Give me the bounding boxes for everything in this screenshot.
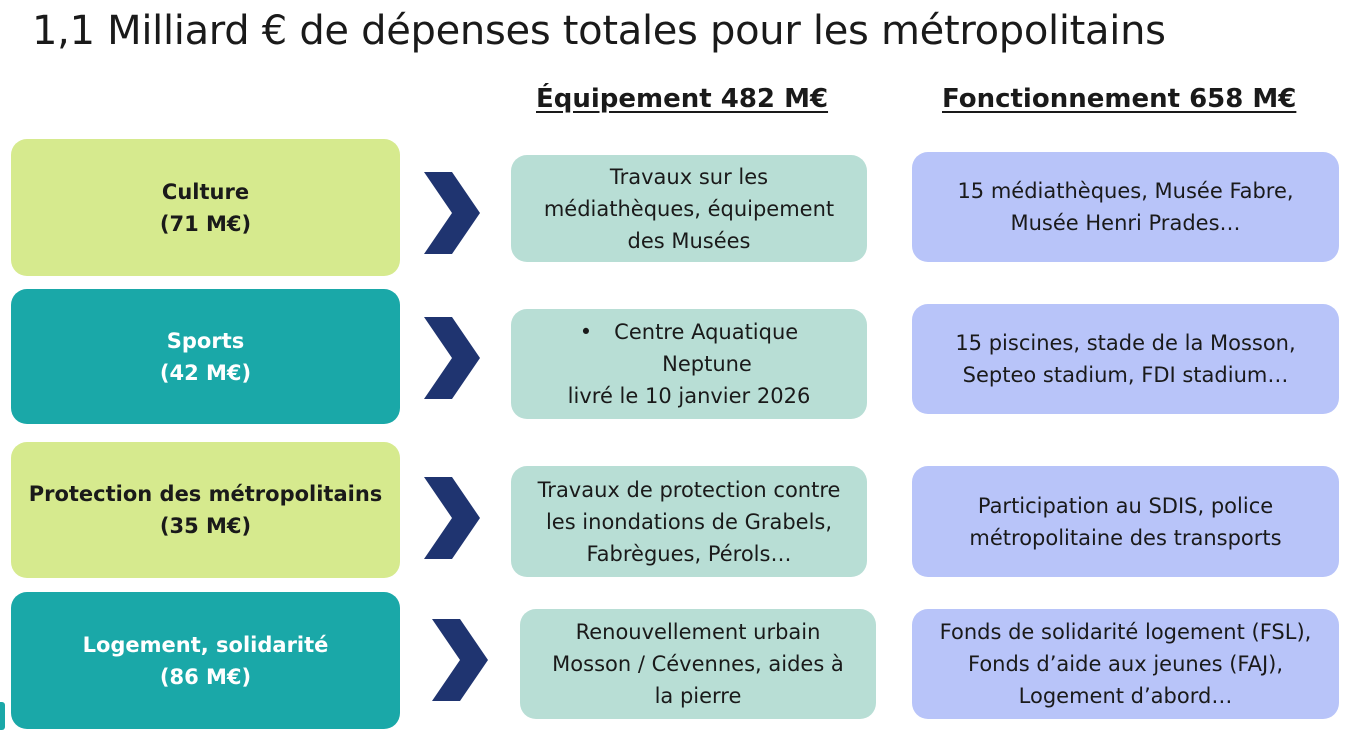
text-line: livré le 10 janvier 2026 [567, 384, 811, 408]
category-sports: Sports (42 M€) [11, 289, 400, 424]
text-line: Fonds de solidarité logement (FSL), [939, 620, 1312, 644]
chevron-right-icon [424, 477, 480, 559]
text-line: la pierre [654, 684, 742, 708]
text-line: Mosson / Cévennes, aides à [552, 652, 844, 676]
fonctionnement-culture: 15 médiathèques, Musée Fabre, Musée Henr… [912, 152, 1339, 262]
text-line: Travaux sur les [609, 164, 769, 189]
chevron-right-icon [432, 619, 488, 701]
category-amount: (42 M€) [159, 360, 252, 385]
equipement-logement: Renouvellement urbain Mosson / Cévennes,… [520, 609, 876, 719]
page-title: 1,1 Milliard € de dépenses totales pour … [32, 8, 1166, 54]
category-culture: Culture (71 M€) [11, 139, 400, 276]
text-line: Participation au SDIS, police [977, 493, 1274, 518]
category-amount: (71 M€) [159, 211, 252, 236]
text-line: Centre Aquatique [614, 320, 799, 344]
text-line: 15 piscines, stade de la Mosson, [955, 331, 1296, 355]
chevron-right-icon [424, 317, 480, 399]
fonctionnement-protection: Participation au SDIS, police métropolit… [912, 466, 1339, 577]
category-protection: Protection des métropolitains (35 M€) [11, 442, 400, 578]
header-fonctionnement: Fonctionnement 658 M€ [942, 84, 1297, 114]
equipement-culture: Travaux sur les médiathèques, équipement… [511, 155, 867, 262]
bullet-icon: • [579, 320, 593, 344]
text-line: médiathèques, équipement [543, 196, 835, 221]
text-line: des Musées [627, 228, 751, 253]
category-label: Sports [166, 328, 245, 353]
header-equipement: Équipement 482 M€ [536, 84, 829, 114]
text-line: Musée Henri Prades… [1010, 211, 1241, 235]
chevron-right-icon [424, 172, 480, 254]
category-amount: (86 M€) [159, 664, 252, 689]
category-amount: (35 M€) [159, 514, 252, 538]
text-line: Logement d’abord… [1018, 684, 1233, 708]
category-logement: Logement, solidarité (86 M€) [11, 592, 400, 729]
text-line: Travaux de protection contre [537, 477, 841, 502]
equipement-sports: • Centre Aquatique Neptune livré le 10 ja… [511, 309, 867, 419]
bullet-line: • Centre Aquatique [580, 316, 798, 348]
category-label: Culture [161, 179, 250, 204]
category-label: Logement, solidarité [82, 632, 329, 657]
text-line: Fonds d’aide aux jeunes (FAJ), [967, 652, 1284, 676]
category-label: Protection des métropolitains [28, 482, 383, 506]
text-line: Septeo stadium, FDI stadium… [962, 363, 1289, 387]
text-line: métropolitaine des transports [969, 525, 1282, 550]
text-line: 15 médiathèques, Musée Fabre, [957, 179, 1294, 203]
equipement-protection: Travaux de protection contre les inondat… [511, 466, 867, 577]
text-line: les inondations de Grabels, [545, 509, 833, 534]
fonctionnement-sports: 15 piscines, stade de la Mosson, Septeo … [912, 304, 1339, 414]
slide-edge-decoration [0, 702, 5, 730]
text-line: Neptune [662, 352, 752, 376]
text-line: Renouvellement urbain [575, 620, 821, 644]
fonctionnement-logement: Fonds de solidarité logement (FSL), Fond… [912, 609, 1339, 719]
text-line: Fabrègues, Pérols… [586, 541, 792, 566]
